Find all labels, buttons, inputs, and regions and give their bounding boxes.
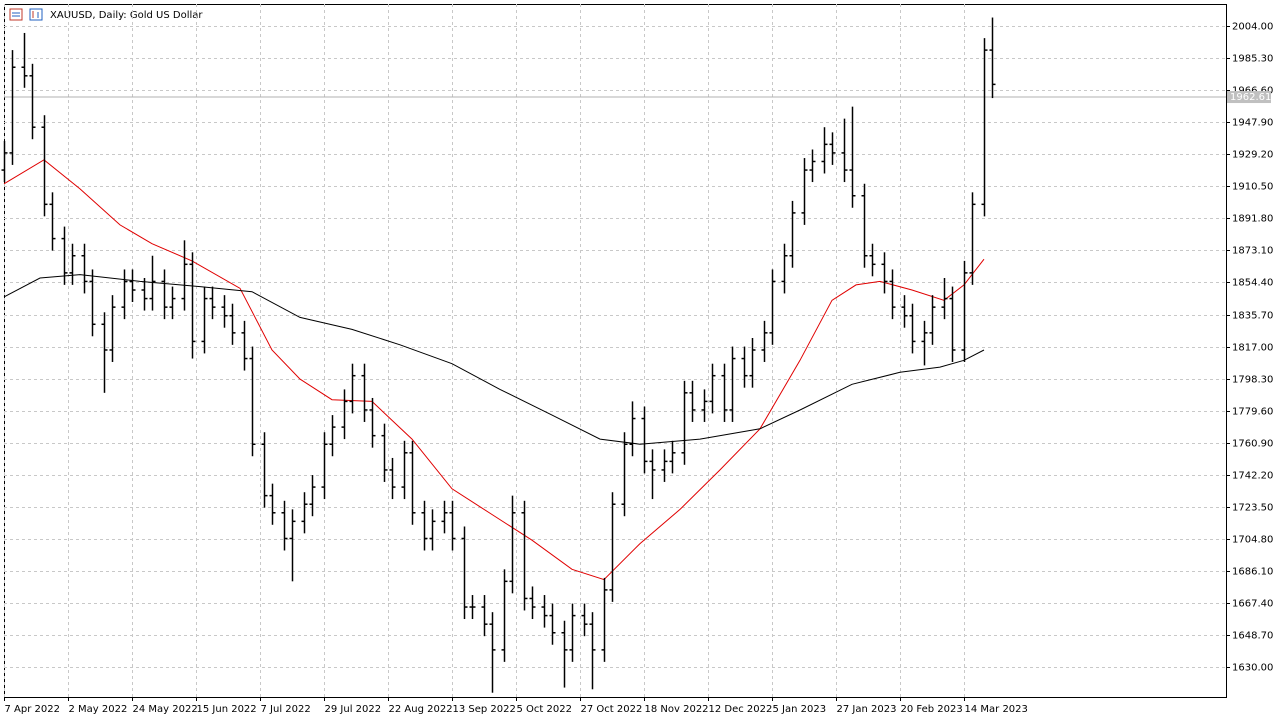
y-tick-label: 1910.50 xyxy=(1232,182,1273,193)
y-tick-label: 1648.70 xyxy=(1232,631,1273,642)
y-tick-label: 1723.50 xyxy=(1232,503,1273,514)
bars xyxy=(1,17,996,693)
moving-average xyxy=(3,274,985,445)
x-tick-label: 27 Oct 2022 xyxy=(581,704,643,715)
moving-average xyxy=(3,159,985,581)
x-tick-label: 5 Jan 2023 xyxy=(773,704,827,715)
window-icons xyxy=(9,8,43,21)
x-tick-label: 14 Mar 2023 xyxy=(965,704,1028,715)
y-tick-label: 1985.30 xyxy=(1232,54,1273,65)
x-tick-label: 24 May 2022 xyxy=(133,704,198,715)
x-tick-label: 20 Feb 2023 xyxy=(901,704,963,715)
x-tick-label: 15 Jun 2022 xyxy=(197,704,257,715)
y-tick-label: 1817.00 xyxy=(1232,343,1273,354)
x-tick-label: 27 Jan 2023 xyxy=(837,704,897,715)
x-tick-label: 7 Jul 2022 xyxy=(261,704,311,715)
x-tick-label: 13 Sep 2022 xyxy=(453,704,516,715)
chart-title: XAUUSD, Daily: Gold US Dollar xyxy=(50,10,203,21)
x-tick-label: 22 Aug 2022 xyxy=(389,704,453,715)
y-tick-label: 1630.00 xyxy=(1232,663,1273,674)
y-tick-label: 1798.30 xyxy=(1232,375,1273,386)
x-tick-label: 7 Apr 2022 xyxy=(5,704,60,715)
y-tick-label: 1742.20 xyxy=(1232,471,1273,482)
last-price-box xyxy=(1227,91,1271,104)
y-tick-label: 1779.60 xyxy=(1232,407,1273,418)
y-tick-label: 1966.60 xyxy=(1232,86,1273,97)
plot-frame xyxy=(4,4,1227,698)
last-price-label: 1962.61 xyxy=(1230,92,1271,103)
icon xyxy=(29,8,43,21)
y-tick-label: 1854.40 xyxy=(1232,278,1273,289)
x-tick-label: 5 Oct 2022 xyxy=(517,704,572,715)
y-tick-label: 1873.10 xyxy=(1232,246,1273,257)
x-tick-label: 29 Jul 2022 xyxy=(325,704,382,715)
icon xyxy=(9,8,23,21)
y-tick-label: 1667.40 xyxy=(1232,599,1273,610)
y-tick-label: 1835.70 xyxy=(1232,311,1273,322)
y-tick-label: 1929.20 xyxy=(1232,150,1273,161)
y-tick-label: 1891.80 xyxy=(1232,214,1273,225)
y-tick-label: 1686.10 xyxy=(1232,567,1273,578)
x-tick-label: 2 May 2022 xyxy=(69,704,128,715)
x-tick-label: 12 Dec 2022 xyxy=(709,704,773,715)
y-tick-label: 1704.80 xyxy=(1232,535,1273,546)
x-tick-label: 18 Nov 2022 xyxy=(645,704,709,715)
y-tick-label: 2004.00 xyxy=(1232,22,1273,33)
y-tick-label: 1947.90 xyxy=(1232,118,1273,129)
y-tick-label: 1760.90 xyxy=(1232,439,1273,450)
